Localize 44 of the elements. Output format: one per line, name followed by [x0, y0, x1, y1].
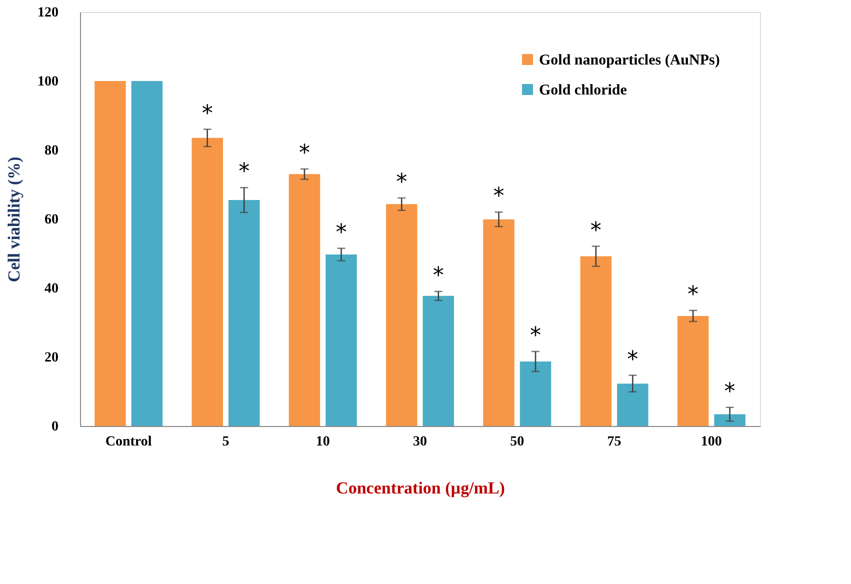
x-tick-label: 5: [222, 434, 230, 450]
bar: [617, 384, 648, 426]
bar: [483, 219, 514, 426]
annotation: *: [688, 282, 699, 308]
x-tick-label: 30: [413, 434, 427, 450]
annotation: *: [298, 140, 310, 166]
bar: [422, 296, 454, 426]
legend-label: Gold nanoparticles (AuNPs): [539, 52, 720, 68]
x-tick-label: 100: [700, 434, 722, 450]
annotation: *: [724, 379, 736, 404]
annotation: *: [530, 323, 542, 348]
bar: [326, 254, 357, 426]
y-tick-label: 20: [44, 350, 58, 366]
legend-label: Gold chloride: [539, 82, 628, 98]
bar: [677, 316, 709, 426]
bar: [386, 204, 418, 426]
y-axis-title: Cell viability (%): [4, 156, 24, 282]
annotation: *: [336, 220, 347, 246]
bar: [131, 81, 163, 426]
bar: [192, 138, 223, 426]
y-tick-label: 100: [38, 74, 58, 90]
x-axis-title: Concentration (µg/mL): [336, 478, 505, 498]
y-tick-label: 80: [44, 144, 58, 158]
y-tick-label: 40: [44, 282, 58, 296]
x-tick-label: 75: [607, 434, 622, 450]
bar: [520, 361, 552, 426]
y-tick-label: 120: [38, 6, 58, 20]
y-tick-label: 0: [52, 420, 58, 434]
x-tick-label: 10: [316, 434, 330, 450]
bar: [228, 200, 260, 426]
annotation: *: [396, 170, 408, 195]
bar: [580, 256, 612, 426]
annotation: *: [627, 347, 638, 372]
bar: [714, 414, 746, 426]
annotation: *: [590, 218, 602, 244]
annotation: *: [202, 101, 213, 126]
annotation: *: [238, 160, 250, 185]
x-tick-label: Control: [105, 434, 152, 450]
y-tick-label: 60: [44, 212, 58, 228]
annotation: *: [493, 184, 504, 210]
bar: [288, 174, 320, 426]
bar: [94, 81, 126, 426]
x-tick-label: 50: [510, 434, 524, 450]
annotation: *: [432, 263, 444, 288]
